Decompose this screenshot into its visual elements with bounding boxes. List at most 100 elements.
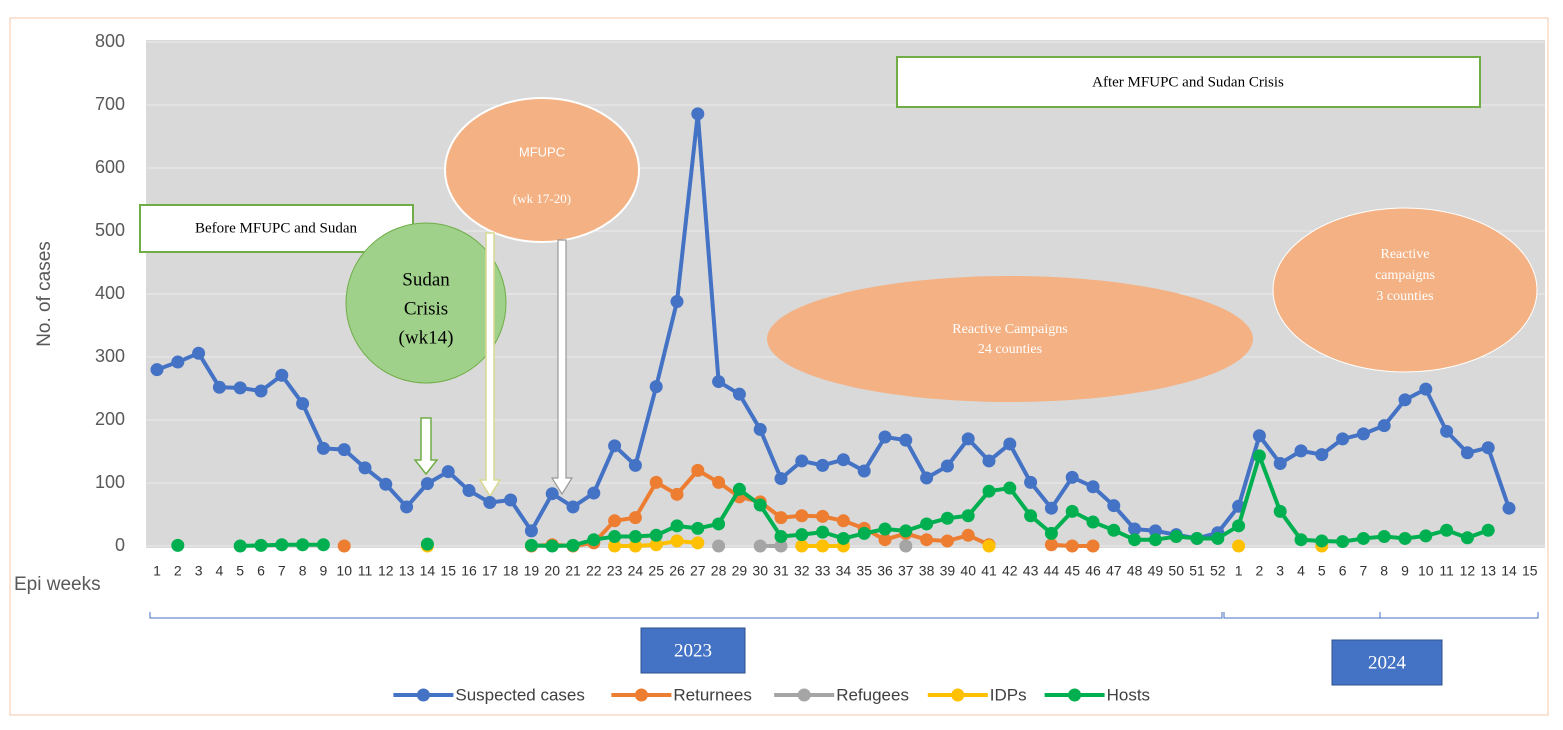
year-label: 2024 bbox=[1368, 652, 1407, 673]
x-tick-label: 6 bbox=[257, 563, 265, 579]
data-point bbox=[337, 443, 351, 457]
x-tick-label: 26 bbox=[669, 563, 685, 579]
x-tick-label: 52 bbox=[1210, 563, 1226, 579]
annotation-box bbox=[896, 56, 1481, 108]
data-point bbox=[462, 484, 476, 498]
x-tick-label: 10 bbox=[1418, 563, 1434, 579]
data-point bbox=[816, 525, 830, 539]
data-point bbox=[961, 528, 975, 542]
x-tick-label: 17 bbox=[482, 563, 498, 579]
x-tick-label: 10 bbox=[336, 563, 352, 579]
y-tick-label: 300 bbox=[95, 346, 125, 366]
data-point bbox=[441, 465, 455, 479]
x-tick-label: 44 bbox=[1044, 563, 1060, 579]
x-tick-label: 51 bbox=[1189, 563, 1205, 579]
y-tick-label: 800 bbox=[95, 31, 125, 51]
x-tick-label: 25 bbox=[648, 563, 664, 579]
data-point bbox=[878, 430, 892, 444]
data-point bbox=[275, 368, 289, 382]
data-point bbox=[712, 539, 726, 553]
data-point bbox=[1148, 533, 1162, 547]
data-point bbox=[1086, 515, 1100, 529]
data-point bbox=[233, 381, 247, 395]
x-tick-label: 5 bbox=[1318, 563, 1326, 579]
data-point bbox=[691, 107, 705, 121]
data-point bbox=[1086, 480, 1100, 494]
legend-marker bbox=[1068, 688, 1082, 702]
x-tick-label: 8 bbox=[299, 563, 307, 579]
data-point bbox=[670, 487, 684, 501]
data-point bbox=[961, 432, 975, 446]
data-point bbox=[566, 500, 580, 514]
data-point bbox=[712, 375, 726, 389]
data-point bbox=[1294, 444, 1308, 458]
data-point bbox=[649, 475, 663, 489]
legend-marker bbox=[416, 688, 430, 702]
data-point bbox=[192, 346, 206, 360]
data-point bbox=[1024, 509, 1038, 523]
data-point bbox=[649, 528, 663, 542]
year-box bbox=[1331, 639, 1443, 686]
annotation-box bbox=[139, 204, 414, 253]
x-tick-label: 37 bbox=[898, 563, 914, 579]
data-point bbox=[524, 538, 538, 552]
x-tick-label: 20 bbox=[544, 563, 560, 579]
data-point bbox=[836, 531, 850, 545]
data-point bbox=[1315, 534, 1329, 548]
data-point bbox=[857, 464, 871, 478]
data-point bbox=[774, 530, 788, 544]
data-point bbox=[732, 387, 746, 401]
data-point bbox=[545, 487, 559, 501]
data-point bbox=[1024, 475, 1038, 489]
y-tick-label: 700 bbox=[95, 94, 125, 114]
x-tick-label: 1 bbox=[1235, 563, 1243, 579]
data-point bbox=[1003, 437, 1017, 451]
data-point bbox=[296, 538, 310, 552]
data-point bbox=[836, 453, 850, 467]
x-tick-label: 9 bbox=[320, 563, 328, 579]
data-point bbox=[1377, 530, 1391, 544]
data-point bbox=[1086, 539, 1100, 553]
x-axis-title: Epi weeks bbox=[14, 574, 101, 595]
data-point bbox=[961, 509, 975, 523]
data-point bbox=[1440, 523, 1454, 537]
year-bracket bbox=[1223, 612, 1539, 619]
data-point bbox=[1460, 446, 1474, 460]
legend-label: Hosts bbox=[1107, 685, 1150, 704]
data-point bbox=[649, 538, 663, 552]
data-point bbox=[483, 496, 497, 510]
data-point bbox=[878, 522, 892, 536]
x-tick-label: 45 bbox=[1064, 563, 1080, 579]
data-point bbox=[1398, 393, 1412, 407]
data-point bbox=[1065, 470, 1079, 484]
x-tick-label: 12 bbox=[1460, 563, 1476, 579]
data-point bbox=[691, 521, 705, 535]
annotation: 3 counties bbox=[1376, 289, 1433, 304]
annotation: 24 counties bbox=[978, 342, 1042, 357]
data-point bbox=[982, 454, 996, 468]
legend: Suspected cases Returnees Refugees IDPs Host… bbox=[393, 685, 1150, 704]
x-tick-label: 3 bbox=[1276, 563, 1284, 579]
data-point bbox=[920, 517, 934, 531]
x-tick-label: 8 bbox=[1380, 563, 1388, 579]
data-point bbox=[1481, 523, 1495, 537]
arrow bbox=[550, 239, 574, 496]
x-tick-label: 7 bbox=[1360, 563, 1368, 579]
annotation: (wk 17-20) bbox=[513, 191, 571, 206]
data-point bbox=[233, 539, 247, 553]
data-point bbox=[1273, 504, 1287, 518]
x-tick-label: 1 bbox=[153, 563, 161, 579]
data-point bbox=[732, 482, 746, 496]
x-tick-label: 9 bbox=[1401, 563, 1409, 579]
annotation: Reactive bbox=[1381, 247, 1430, 262]
data-point bbox=[587, 533, 601, 547]
data-point bbox=[628, 511, 642, 525]
data-point bbox=[753, 498, 767, 512]
data-point bbox=[1107, 523, 1121, 537]
x-tick-label: 14 bbox=[1501, 563, 1517, 579]
x-tick-label: 7 bbox=[278, 563, 286, 579]
data-point bbox=[171, 538, 185, 552]
data-point bbox=[254, 538, 268, 552]
